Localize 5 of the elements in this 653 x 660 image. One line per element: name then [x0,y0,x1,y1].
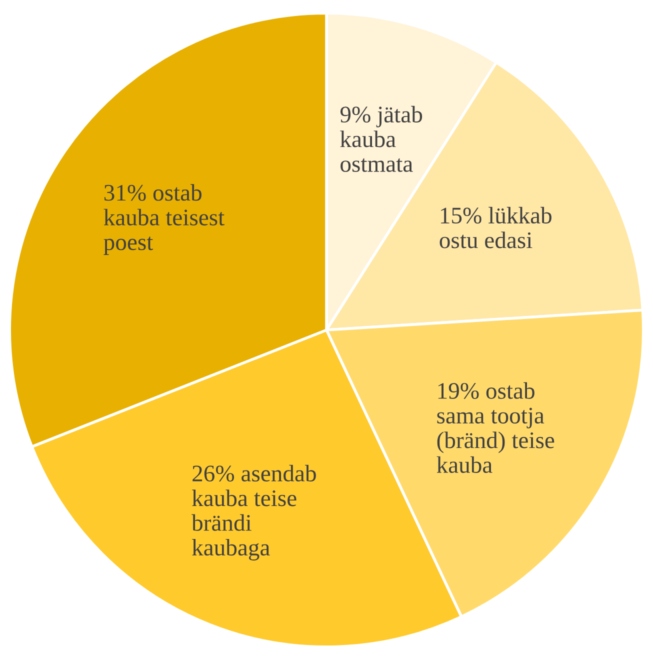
slice-label: 9% jätab kauba ostmata [340,106,422,172]
slice-label: 31% ostab kauba teisest poest [104,184,225,255]
slice-label: 19% ostab sama tootja (bränd) teise kauba [436,382,554,473]
slice-label: 15% lükkab ostu edasi [440,206,552,248]
slice-label: 26% asendab kauba teise brändi kaubaga [192,464,316,560]
